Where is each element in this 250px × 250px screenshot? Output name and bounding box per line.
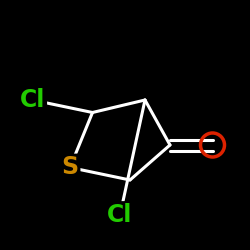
Text: Cl: Cl [20,88,45,112]
Text: S: S [62,156,78,180]
Text: Cl: Cl [107,203,133,227]
